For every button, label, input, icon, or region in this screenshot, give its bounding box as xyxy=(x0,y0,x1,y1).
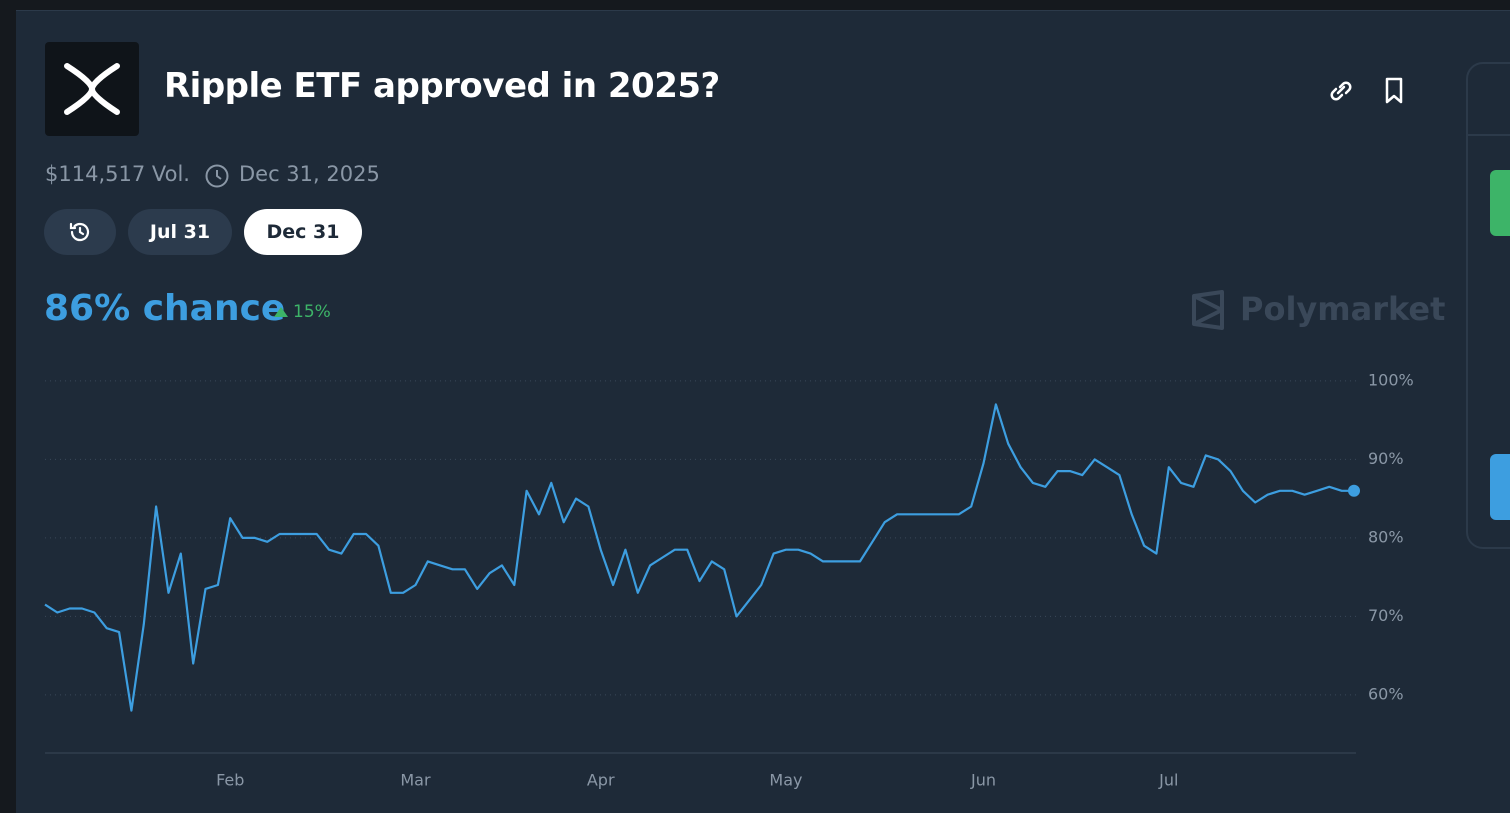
chance: 86% chance xyxy=(44,288,286,329)
x-tick-label: Feb xyxy=(216,771,244,790)
logo-icon xyxy=(64,63,120,115)
watermark-logo xyxy=(1192,290,1224,330)
last-point xyxy=(1348,484,1360,497)
watermark: Polymarket xyxy=(1240,290,1446,328)
bookmark-button[interactable] xyxy=(1380,76,1410,106)
x-tick-label: Apr xyxy=(587,771,615,790)
clock-icon xyxy=(205,164,229,188)
y-tick-label: 80% xyxy=(1368,527,1404,546)
y-tick-label: 70% xyxy=(1368,606,1404,625)
market-panel xyxy=(16,10,1510,813)
market-logo xyxy=(45,42,139,136)
up-arrow xyxy=(274,307,288,317)
x-tick-label: Jun xyxy=(970,771,996,790)
history-button[interactable] xyxy=(44,209,116,255)
y-tick-label: 60% xyxy=(1368,684,1404,703)
history-icon xyxy=(69,222,90,242)
y-tick-label: 100% xyxy=(1368,370,1414,389)
tab-dec-31[interactable]: Dec 31 xyxy=(244,209,362,255)
x-tick-label: May xyxy=(769,771,802,790)
market-title: Ripple ETF approved in 2025? xyxy=(164,66,720,106)
side-panel xyxy=(1466,62,1510,549)
copy-link-button[interactable] xyxy=(1326,76,1356,106)
x-tick-label: Jul xyxy=(1158,771,1178,790)
tab-jul-31[interactable]: Jul 31 xyxy=(128,209,232,255)
change: 15% xyxy=(293,302,331,322)
y-tick-label: 90% xyxy=(1368,449,1404,468)
end-date: Dec 31, 2025 xyxy=(239,162,380,186)
x-tick-label: Mar xyxy=(400,771,431,790)
volume: $114,517 Vol. xyxy=(45,162,190,186)
price-line xyxy=(44,403,1354,712)
